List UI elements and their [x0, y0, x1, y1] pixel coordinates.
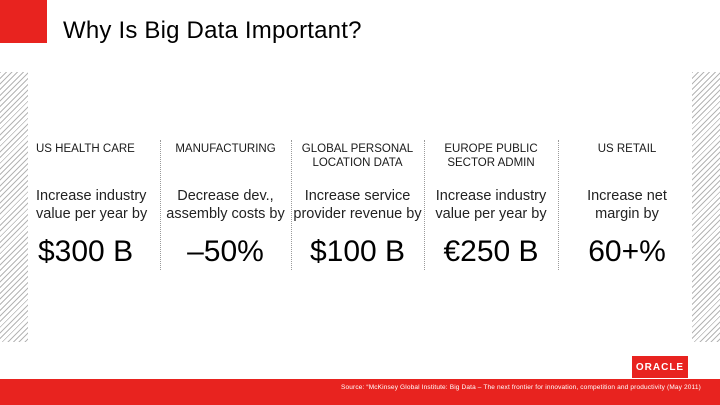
title-accent-block [0, 0, 47, 43]
stat-value: €250 B [443, 235, 539, 268]
stat-column-europe-public-sector-admin: EUROPE PUBLIC SECTOR ADMIN Increase indu… [424, 140, 558, 270]
source-citation: Source: “McKinsey Global Institute: Big … [341, 384, 701, 391]
stat-description: Increase industry value per year by [435, 188, 547, 222]
sector-label: GLOBAL PERSONAL LOCATION DATA [301, 143, 414, 169]
left-hatch-pattern [0, 72, 28, 342]
stat-description: Increase net margin by [587, 188, 667, 222]
oracle-logo: ORACLE [632, 356, 688, 378]
stat-column-us-health-care: US HEALTH CARE Increase industry value p… [36, 140, 160, 270]
sector-label: EUROPE PUBLIC SECTOR ADMIN [444, 143, 538, 169]
sector-label: US HEALTH CARE [36, 143, 135, 155]
slide-title: Why Is Big Data Important? [63, 17, 362, 44]
sector-label: MANUFACTURING [175, 143, 276, 155]
stat-description: Increase service provider revenue by [293, 188, 422, 222]
sector-label: US RETAIL [597, 143, 657, 155]
stat-column-manufacturing: MANUFACTURING Decrease dev., assembly co… [160, 140, 291, 270]
stat-description: Increase industry value per year by [36, 188, 148, 222]
stat-value: $100 B [309, 235, 406, 268]
oracle-logo-text: ORACLE [635, 361, 685, 373]
stat-description: Decrease dev., assembly costs by [166, 188, 285, 222]
stat-value: $300 B [38, 235, 134, 268]
footer-bar [0, 379, 720, 405]
stat-column-global-personal-location-data: GLOBAL PERSONAL LOCATION DATA Increase s… [291, 140, 424, 270]
stats-columns: US HEALTH CARE Increase industry value p… [36, 140, 696, 270]
stat-value: –50% [187, 235, 264, 268]
right-hatch-pattern [692, 72, 720, 342]
stat-value: 60+% [588, 235, 666, 268]
stat-column-us-retail: US RETAIL Increase net margin by 60+% [558, 140, 696, 270]
